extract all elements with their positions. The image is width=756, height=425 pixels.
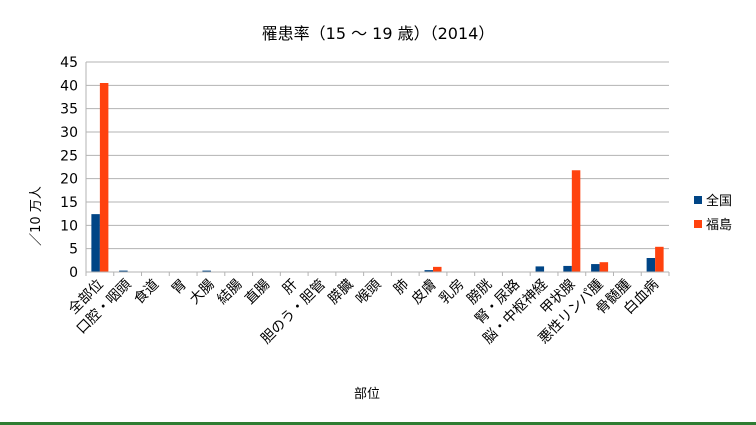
bar — [433, 266, 442, 272]
bar — [535, 266, 545, 272]
y-tick-label: 15 — [60, 195, 78, 211]
y-tick-label: 10 — [60, 218, 78, 234]
x-tick-label: 喉頭 — [353, 277, 384, 308]
y-tick-label: 30 — [60, 125, 78, 141]
bar — [646, 258, 656, 272]
y-tick-label: 25 — [60, 148, 78, 164]
x-tick-label: 胃 — [169, 277, 190, 298]
y-tick-label: 0 — [69, 265, 78, 281]
bar — [599, 262, 609, 272]
bar — [91, 214, 100, 272]
gridlines — [86, 61, 669, 273]
x-tick-label: 直腸 — [241, 276, 273, 308]
chart-title: 罹患率（15 ～ 19 歳）（2014） — [262, 24, 495, 43]
y-tick-label: 35 — [60, 102, 78, 118]
y-tick-label: 40 — [60, 78, 78, 94]
legend-label: 福島 — [706, 218, 732, 233]
y-axis-ticks: 0 5 10 15 20 25 30 35 40 45 — [60, 55, 78, 281]
x-tick-label: 皮膚 — [409, 277, 440, 308]
x-tick-label: 肺 — [391, 277, 412, 298]
legend-swatch — [694, 196, 702, 204]
x-tick-label: 結腸 — [214, 277, 245, 308]
x-tick-label: 膵臓 — [325, 277, 356, 308]
y-tick-label: 20 — [60, 172, 78, 188]
legend-swatch — [694, 220, 702, 228]
bar — [99, 83, 109, 272]
bars — [91, 83, 664, 272]
x-tick-label: 肝 — [280, 277, 301, 298]
y-tick-label: 45 — [60, 55, 78, 71]
bar — [119, 270, 128, 272]
bar — [655, 246, 664, 272]
y-tick-label: 5 — [69, 242, 78, 258]
x-tick-label: 食道 — [130, 276, 162, 308]
x-tick-label: 大腸 — [187, 277, 218, 308]
x-tick-label: 乳房 — [437, 277, 468, 308]
x-axis-label: 部位 — [354, 387, 380, 402]
y-axis-label: ／10 万人 — [29, 186, 44, 246]
bar — [571, 170, 581, 272]
legend-label: 全国 — [706, 193, 732, 209]
bar — [563, 265, 572, 272]
bar — [202, 270, 211, 272]
bar — [591, 264, 600, 272]
axis-lines — [85, 62, 670, 276]
bottom-border — [0, 422, 756, 425]
bar — [424, 270, 434, 272]
